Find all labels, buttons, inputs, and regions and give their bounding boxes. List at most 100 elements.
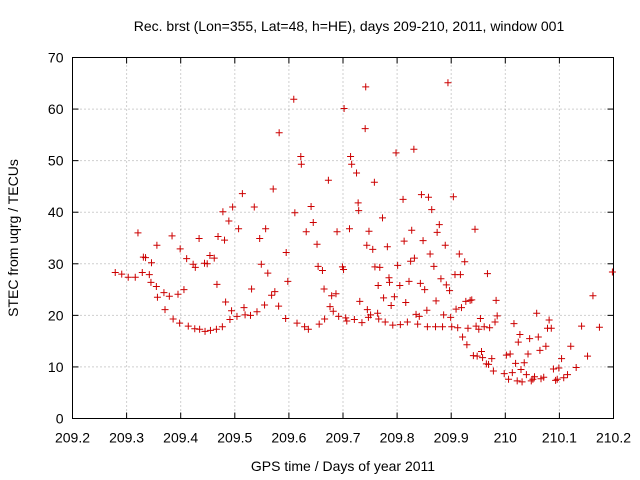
data-point [363, 306, 371, 314]
data-point [426, 250, 434, 258]
data-point [433, 228, 441, 236]
data-point [387, 302, 395, 310]
data-point [275, 129, 283, 137]
data-point [439, 323, 447, 331]
y-tick-label: 40 [48, 204, 64, 220]
data-point [390, 293, 398, 301]
data-point [335, 312, 343, 320]
data-point [402, 298, 410, 306]
data-point [558, 355, 566, 363]
data-point [584, 352, 592, 360]
data-point [353, 169, 361, 177]
data-point [446, 287, 454, 295]
data-point [399, 195, 407, 203]
data-point [480, 323, 488, 331]
data-point [410, 145, 418, 153]
data-point [421, 286, 429, 294]
data-point [514, 338, 522, 346]
data-point [354, 199, 362, 207]
data-point [419, 237, 427, 245]
data-point [432, 323, 440, 331]
x-tick-label: 209.5 [217, 430, 252, 446]
data-point [448, 323, 456, 331]
data-point [235, 225, 243, 233]
data-point [489, 367, 497, 375]
data-point [321, 315, 329, 323]
data-point [477, 347, 485, 355]
data-point [488, 355, 496, 363]
data-point [435, 221, 443, 229]
data-point [383, 243, 391, 251]
data-point [152, 282, 160, 290]
data-point [145, 271, 153, 279]
data-point [118, 270, 126, 278]
data-point [375, 315, 383, 323]
data-point [131, 273, 139, 281]
data-point [444, 79, 452, 87]
data-point [414, 320, 422, 328]
data-point [518, 378, 526, 386]
data-point [355, 207, 363, 215]
data-point [396, 281, 404, 289]
data-point [206, 326, 214, 334]
data-point [261, 301, 269, 309]
data-point [262, 225, 270, 233]
data-point [222, 298, 230, 306]
data-point [326, 303, 334, 311]
data-point [520, 359, 528, 367]
data-point [348, 160, 356, 168]
data-point [318, 266, 326, 274]
data-point [269, 185, 277, 193]
data-point [423, 306, 431, 314]
data-point [400, 237, 408, 245]
data-point [542, 342, 550, 350]
data-point [549, 365, 557, 373]
data-point [531, 373, 539, 381]
data-point [457, 304, 465, 312]
data-point [226, 315, 234, 323]
data-point [212, 325, 220, 333]
data-point [471, 225, 479, 233]
x-axis-label: GPS time / Days of year 2011 [251, 458, 435, 474]
data-point [304, 325, 312, 333]
data-point [291, 209, 299, 217]
data-point [356, 297, 364, 305]
data-point [432, 297, 440, 305]
x-tick-label: 210 [494, 430, 518, 446]
data-point [374, 309, 382, 317]
data-point [340, 105, 348, 113]
x-tick-label: 209.2 [55, 430, 90, 446]
data-point [564, 371, 572, 379]
data-point [147, 259, 155, 267]
data-point [572, 363, 580, 371]
data-point [437, 275, 445, 283]
data-point [138, 269, 146, 277]
data-point [513, 377, 521, 385]
data-point [201, 327, 209, 335]
data-point [365, 227, 373, 235]
data-point [347, 153, 355, 161]
data-point [142, 254, 150, 262]
data-point [313, 240, 321, 248]
data-point [416, 279, 424, 287]
x-tick-label: 209.7 [325, 430, 360, 446]
data-point [282, 314, 290, 322]
x-tick-label: 210.1 [542, 430, 577, 446]
data-point [589, 292, 597, 300]
data-point [512, 359, 520, 367]
data-point [196, 325, 204, 333]
data-point [176, 319, 184, 327]
data-point [191, 325, 199, 333]
data-point [376, 263, 384, 271]
data-point [410, 254, 418, 262]
y-tick-label: 0 [56, 411, 64, 427]
data-point [449, 193, 457, 201]
data-point [111, 269, 119, 277]
data-point [228, 307, 236, 315]
data-point [362, 83, 370, 91]
data-point [456, 271, 464, 279]
data-point [290, 95, 298, 103]
data-point [475, 325, 483, 333]
data-point [555, 364, 563, 372]
data-point [534, 333, 542, 341]
